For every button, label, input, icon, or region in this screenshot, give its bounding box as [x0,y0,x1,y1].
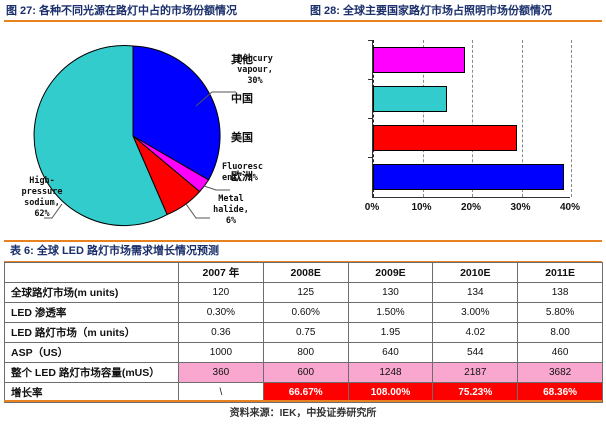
gridline-0 [373,40,374,197]
x-tick-label-40: 40% [559,202,580,213]
cell-r0-c0: 120 [178,282,264,303]
bar-category-label-other: 其他 [231,54,253,66]
row-label-led-penetration-rate: LED 渗透率 [4,302,179,323]
table-row: LED 路灯市场（m units） 0.36 0.75 1.95 4.02 8.… [4,322,603,343]
y-tick-2 [368,118,373,119]
figure-titles-row: 图 27: 各种不同光源在路灯中占的市场份额情况 图 28: 全球主要国家路灯市… [0,0,606,22]
pie-leader-mercury [195,91,236,107]
table-row: 增长率 \ 66.67% 108.00% 75.23% 68.36% [4,382,603,403]
table-row: LED 渗透率 0.30% 0.60% 1.50% 3.00% 5.80% [4,302,603,323]
pie-slice-mercury-vapour [132,45,221,181]
title-divider-rule [4,20,602,22]
table-header-2008e: 2008E [262,262,349,283]
cell-r3-c0: 1000 [178,342,264,363]
table-header-2010e: 2010E [432,262,519,283]
cell-r2-c4: 8.00 [517,322,603,343]
table-rule-top [4,240,602,242]
y-tick-3 [368,157,373,158]
cell-r0-c1: 125 [262,282,349,303]
bar-category-label-china: 中国 [231,93,253,105]
figure-28-title: 图 28: 全球主要国家路灯市场占照明市场份额情况 [310,5,553,17]
bar-row-usa: 美国 [231,125,571,151]
cell-r5-c3: 75.23% [432,382,519,403]
gridline-20 [472,40,473,197]
cell-r0-c3: 134 [432,282,519,303]
x-tick-label-0: 0% [364,202,380,213]
bar-row-china: 中国 [231,86,571,112]
gridline-30 [521,40,523,197]
pie-label-metal-halide: Metal halide, 6% [213,194,249,226]
table-row: ASP（US） 1000 800 640 544 460 [4,342,603,363]
bar-europe [373,164,564,190]
bar-china [373,86,448,112]
y-tick-1 [368,79,373,80]
bar-row-other: 其他 [231,47,571,73]
table-header-2011e: 2011E [517,262,603,283]
pie-label-mercury-vapour: Mercury vapour, 30% [237,54,273,86]
bar-usa [373,125,517,151]
table-caption: 表 6: 全球 LED 路灯市场需求增长情况预测 [10,245,220,257]
cell-r2-c1: 0.75 [262,322,349,343]
bar-row-europe: 欧洲 [231,164,571,190]
cell-r1-c1: 0.60% [262,302,349,323]
table-row: 全球路灯市场(m units) 120 125 130 134 138 [4,282,603,303]
row-label-total-led-market-capacity: 整个 LED 路灯市场容量(mUS） [4,362,179,383]
cell-r3-c3: 544 [432,342,519,363]
row-label-asp: ASP（US） [4,342,179,363]
pie-leader-hps [44,203,63,219]
cell-r4-c3: 2187 [432,362,519,383]
table-caption-band: 表 6: 全球 LED 路灯市场需求增长情况预测 [4,240,602,263]
cell-r0-c4: 138 [517,282,603,303]
bar-chart-plot-area: 其他 中国 美国 欧洲 [231,40,572,198]
pie-leader-fluorescent [203,185,230,191]
cell-r5-c0: \ [178,382,264,403]
cell-r1-c2: 1.50% [347,302,434,323]
cell-r3-c1: 800 [262,342,349,363]
cell-r4-c4: 3682 [517,362,603,383]
cell-r5-c4: 68.36% [517,382,603,403]
figure-27-title: 图 27: 各种不同光源在路灯中占的市场份额情况 [6,5,238,17]
cell-r1-c0: 0.30% [178,302,264,323]
cell-r3-c4: 460 [517,342,603,363]
table-header-row: 2007 年 2008E 2009E 2010E 2011E [4,262,603,283]
cell-r2-c0: 0.36 [178,322,264,343]
table-header-2009e: 2009E [347,262,434,283]
pie-label-fluorescent: Fluoresc ent, 2% [222,162,263,183]
bar-other [373,47,465,73]
cell-r5-c1: 66.67% [262,382,349,403]
cell-r2-c2: 1.95 [347,322,434,343]
pie-slice-high-pressure-sodium [33,45,168,227]
cell-r3-c2: 640 [347,342,434,363]
table-row: 整个 LED 路灯市场容量(mUS） 360 600 1248 2187 368… [4,362,603,383]
cell-r1-c4: 5.80% [517,302,603,323]
bar-chart-panel: 其他 中国 美国 欧洲 0% 10% 20% 30% 40% [231,26,606,238]
table-header-2007: 2007 年 [178,262,264,283]
pie-label-high-pressure-sodium: High- pressure sodium, 62% [21,176,63,219]
bar-category-label-europe: 欧洲 [231,171,253,183]
cell-r4-c2: 1248 [347,362,434,383]
cell-r4-c0: 360 [178,362,264,383]
row-label-global-streetlight-market: 全球路灯市场(m units) [4,282,179,303]
table-header-blank [4,262,179,283]
gridline-10 [422,40,424,197]
table-rule-end [4,400,602,402]
pie-leader-metal-halide [185,203,210,219]
cell-r4-c1: 600 [262,362,349,383]
x-tick-label-20: 20% [460,202,481,213]
row-label-growth-rate: 增长率 [4,382,179,403]
gridline-40 [571,40,572,197]
source-note: 资料来源：IEK，中投证券研究所 [229,408,377,419]
y-tick-top [368,40,373,41]
led-streetlight-forecast-table: 2007 年 2008E 2009E 2010E 2011E 全球路灯市场(m … [4,262,603,403]
x-tick-label-10: 10% [411,202,432,213]
cell-r0-c2: 130 [347,282,434,303]
cell-r2-c3: 4.02 [432,322,519,343]
bar-category-label-usa: 美国 [231,132,253,144]
pie-chart-panel: Mercury vapour, 30% Fluoresc ent, 2% Met… [0,26,300,238]
pie-chart-svg [33,45,236,227]
row-label-led-streetlight-market: LED 路灯市场（m units） [4,322,179,343]
x-tick-label-30: 30% [510,202,531,213]
cell-r1-c3: 3.00% [432,302,519,323]
